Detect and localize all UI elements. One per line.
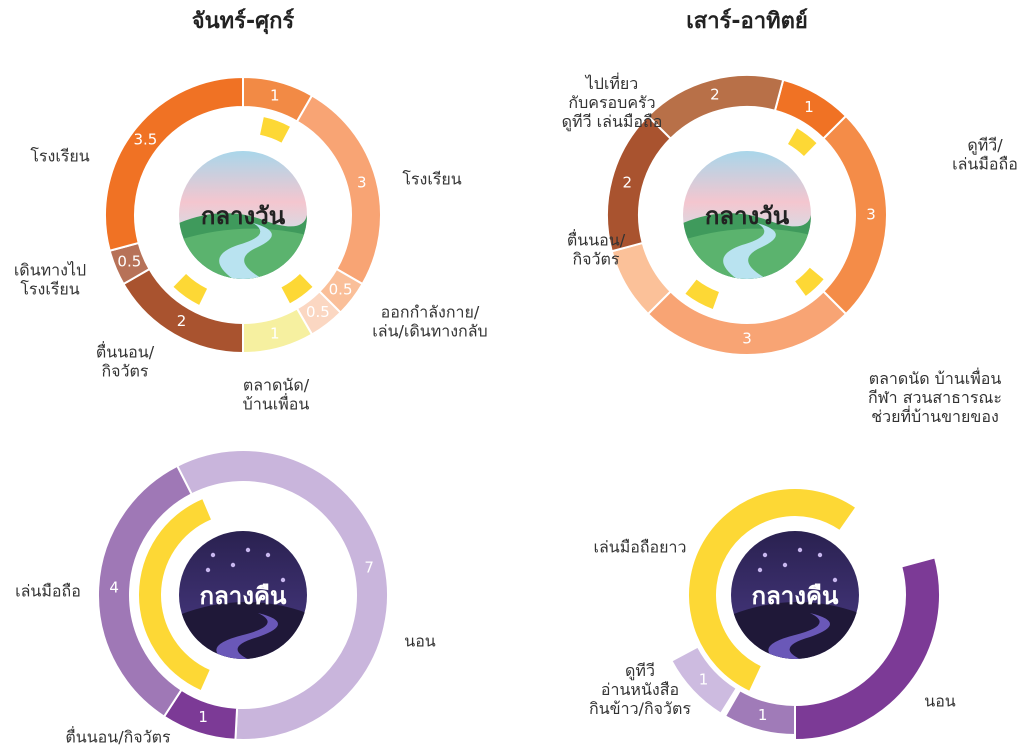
inner-decoration <box>685 280 719 309</box>
chart-title: เสาร์-อาทิตย์ <box>686 8 808 34</box>
value-label: 0.5 <box>329 280 353 298</box>
donut-chart: 7 นอน 1 ตื่นนอน/กิจวัตร 4 เล่นมือถือ กลางคืน <box>15 450 436 747</box>
inner-decoration <box>788 128 816 156</box>
inner-decoration <box>260 117 290 142</box>
value-label: 1 <box>270 87 280 105</box>
chart-title: จันทร์-ศุกร์ <box>192 8 295 35</box>
inner-decoration <box>281 274 312 303</box>
segment-label: ไปเที่ยวกับครอบครัวดูทีวี เล่นมือถือ <box>562 71 663 131</box>
value-label: 2 <box>622 173 632 191</box>
star <box>758 568 762 572</box>
donut-chart: เสาร์-อาทิตย์ 1 3 ดูทีวี/เล่นมือถือ 3 ตลาดนัด… <box>562 8 1018 426</box>
segment-label: เดินทางไปโรงเรียน <box>14 260 86 298</box>
value-label: 3 <box>742 330 752 348</box>
value-label: 7 <box>364 559 374 577</box>
segment-label: ตื่นนอน/กิจวัตร <box>96 340 155 380</box>
star <box>818 553 822 557</box>
value-label: 2 <box>177 312 187 330</box>
value-label: 1 <box>198 708 208 726</box>
hill <box>731 602 859 659</box>
star <box>783 563 787 567</box>
segment-label: ตลาดนัด บ้านเพื่อนกีฬา สวนสาธารณะช่วยที่… <box>868 366 1002 425</box>
segment-label: โรงเรียน <box>402 170 461 189</box>
value-label: 1 <box>758 706 768 724</box>
star <box>206 568 210 572</box>
value-label: 2 <box>710 86 720 104</box>
infographic: จันทร์-ศุกร์ 1 3 โรงเรียน 0.5 ออกกำลังกาย/เล่… <box>0 0 1035 753</box>
value-label: 3.5 <box>133 131 157 149</box>
star <box>798 548 802 552</box>
value-label: 3 <box>866 206 876 224</box>
star <box>246 548 250 552</box>
center-label: กลางวัน <box>705 202 790 230</box>
value-label: 0.5 <box>117 253 141 271</box>
donut-segment <box>823 116 887 314</box>
value-label: 1 <box>270 324 280 342</box>
inner-decoration <box>795 268 823 296</box>
segment-label: โรงเรียน <box>30 147 89 166</box>
donut-segment <box>297 95 381 284</box>
segment-label: ดูทีวี/เล่นมือถือ <box>952 135 1018 173</box>
segment-label: เล่นมือถือยาว <box>593 538 686 557</box>
inner-decoration <box>174 274 208 305</box>
center-label: กลางคืน <box>752 582 839 610</box>
hill <box>179 602 307 659</box>
segment-label: นอน <box>404 632 436 651</box>
star <box>231 563 235 567</box>
value-label: 0.5 <box>306 303 330 321</box>
donut-chart: เล่นมือถือยาวนอน11ดูทีวีอ่านหนังสือกินข้… <box>589 488 956 740</box>
segment-label: เล่นมือถือ <box>15 582 81 601</box>
segment-label: ตลาดนัด/บ้านเพื่อน <box>243 375 310 413</box>
value-label: 1 <box>699 671 709 689</box>
value-label: 1 <box>804 98 814 116</box>
center-label: กลางคืน <box>200 582 287 610</box>
star <box>266 553 270 557</box>
center-label: กลางวัน <box>201 202 286 230</box>
value-label: 4 <box>109 579 119 597</box>
donut-segment <box>648 75 783 139</box>
segment-label: ตื่นนอน/กิจวัตร <box>567 228 626 268</box>
segment-label: ออกกำลังกาย/เล่น/เดินทางกลับ <box>372 302 487 340</box>
star <box>763 553 767 557</box>
donut-chart: จันทร์-ศุกร์ 1 3 โรงเรียน 0.5 ออกกำลังกาย/เล่… <box>14 8 488 413</box>
star <box>211 553 215 557</box>
segment-label: ตื่นนอน/กิจวัตร <box>65 726 171 747</box>
segment-label: นอน <box>924 692 956 711</box>
value-label: 3 <box>357 174 367 192</box>
